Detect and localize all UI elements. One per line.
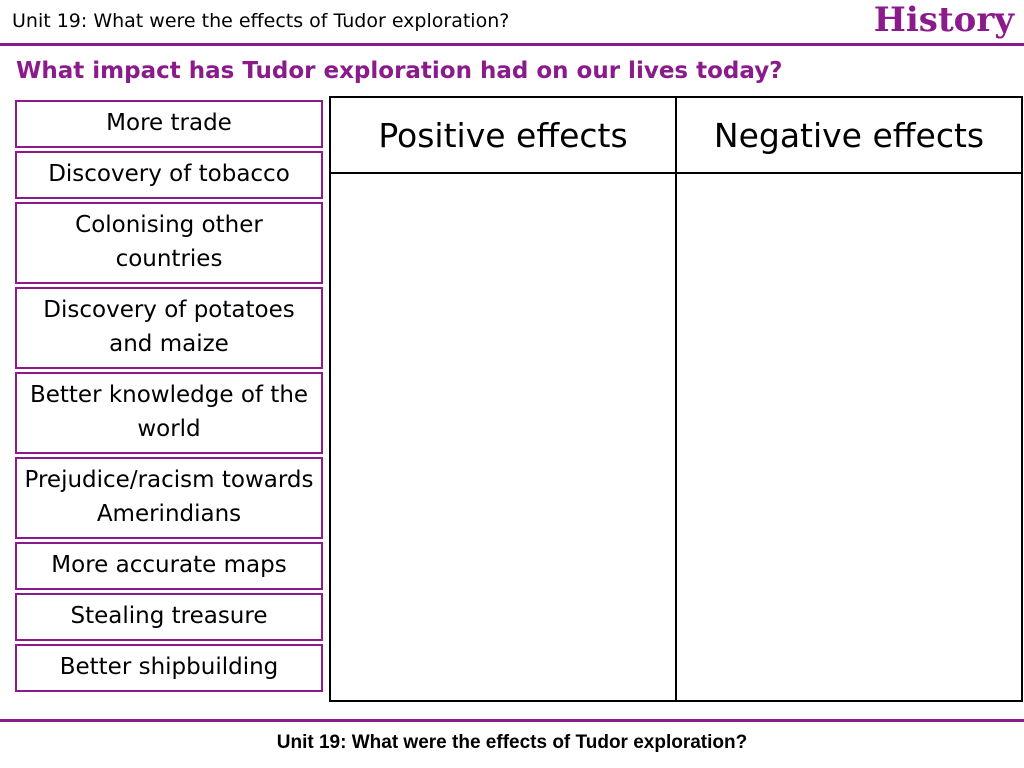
unit-title: Unit 19: What were the effects of Tudor … [12, 10, 510, 32]
cell [675, 172, 1023, 702]
sort-table: Positive effects Negative effects [329, 96, 1023, 702]
card[interactable]: Stealing treasure [15, 593, 323, 641]
card[interactable]: Discovery of potatoes and maize [15, 287, 323, 369]
footer: Unit 19: What were the effects of Tudor … [276, 732, 748, 753]
column-header: Positive effects [329, 96, 677, 174]
subject: History [873, 0, 1014, 40]
question: What impact has Tudor exploration had on… [16, 58, 783, 84]
card[interactable]: More accurate maps [15, 542, 323, 590]
card[interactable]: Prejudice/racism towards Amerindians [15, 457, 323, 539]
card[interactable]: Colonising other countries [15, 202, 323, 284]
card[interactable]: Discovery of tobacco [15, 151, 323, 199]
card-list: More trade Discovery of tobacco Colonising… [15, 100, 323, 695]
rule [0, 43, 1024, 46]
cell [329, 172, 677, 702]
column-header: Negative effects [675, 96, 1023, 174]
card[interactable]: Better knowledge of the world [15, 372, 323, 454]
rule [0, 719, 1024, 722]
card[interactable]: More trade [15, 100, 323, 148]
card[interactable]: Better shipbuilding [15, 644, 323, 692]
